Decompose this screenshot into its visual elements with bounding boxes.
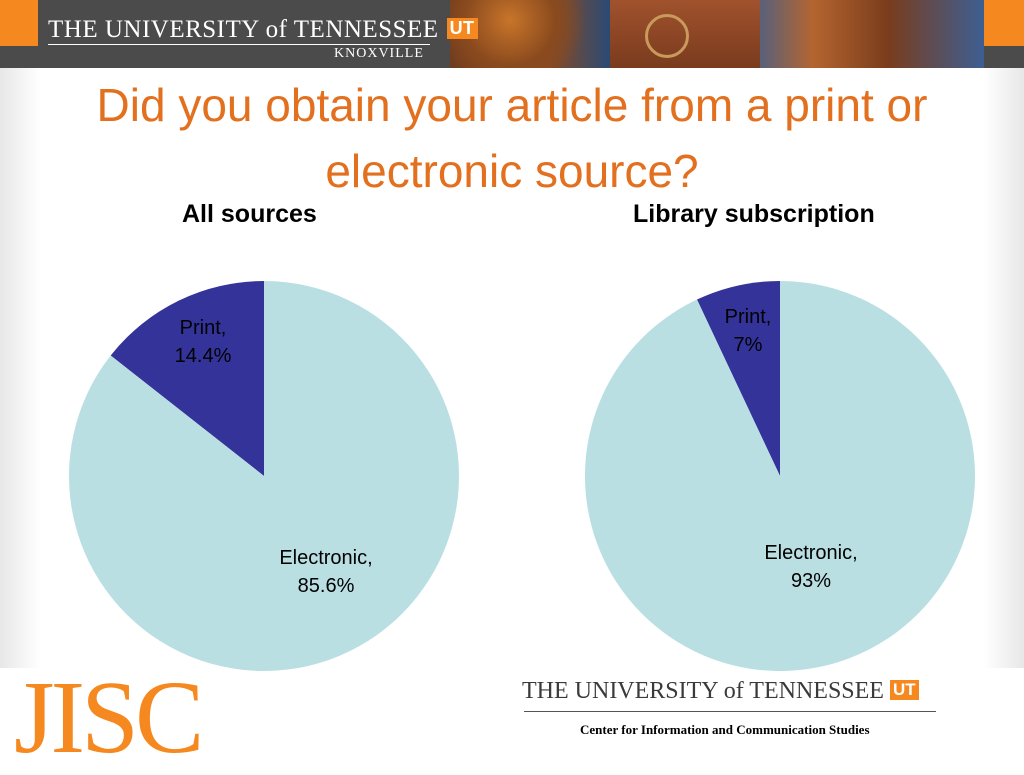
- slide-title: Did you obtain your article from a print…: [96, 79, 928, 197]
- pie-slice-electronic: [584, 281, 975, 672]
- orange-block-right: [984, 0, 1024, 46]
- slice-label-electronic: Electronic, 93%: [764, 542, 857, 592]
- jisc-logo: JISC: [14, 660, 204, 775]
- wordmark-rule: [48, 44, 430, 45]
- orange-block-left: [0, 0, 38, 46]
- clock-icon: [645, 14, 689, 58]
- right-gradient-strip: [984, 68, 1024, 668]
- pie-title-library-subscription: Library subscription: [633, 200, 875, 228]
- footer-university-wordmark: THE UNIVERSITY of TENNESSEE UT: [522, 678, 919, 705]
- left-gradient-strip: [0, 68, 40, 668]
- pie-slice-electronic: [68, 281, 460, 671]
- header-banner: THE UNIVERSITY of TENNESSEE UT KNOXVILLE: [0, 0, 1024, 68]
- footer-wordmark-text: THE UNIVERSITY of TENNESSEE: [522, 678, 884, 704]
- pie-slice-print: [696, 281, 780, 476]
- university-wordmark-text: THE UNIVERSITY of TENNESSEE: [48, 16, 439, 43]
- pie-title-all-sources: All sources: [182, 200, 317, 228]
- campus-name: KNOXVILLE: [334, 46, 424, 61]
- footer-rule: [524, 711, 936, 712]
- slice-label-electronic: Electronic, 85.6%: [279, 547, 372, 597]
- pie-slice-print: [110, 281, 264, 476]
- slice-label-print: Print, 14.4%: [175, 317, 232, 367]
- university-wordmark: THE UNIVERSITY of TENNESSEE UT: [48, 16, 478, 44]
- footer-ut-logo: UT: [889, 680, 919, 700]
- slice-label-print: Print, 7%: [725, 306, 772, 356]
- clock-tower-image: [610, 0, 760, 68]
- center-name: Center for Information and Communication…: [580, 722, 870, 737]
- ut-logo: UT: [446, 18, 478, 39]
